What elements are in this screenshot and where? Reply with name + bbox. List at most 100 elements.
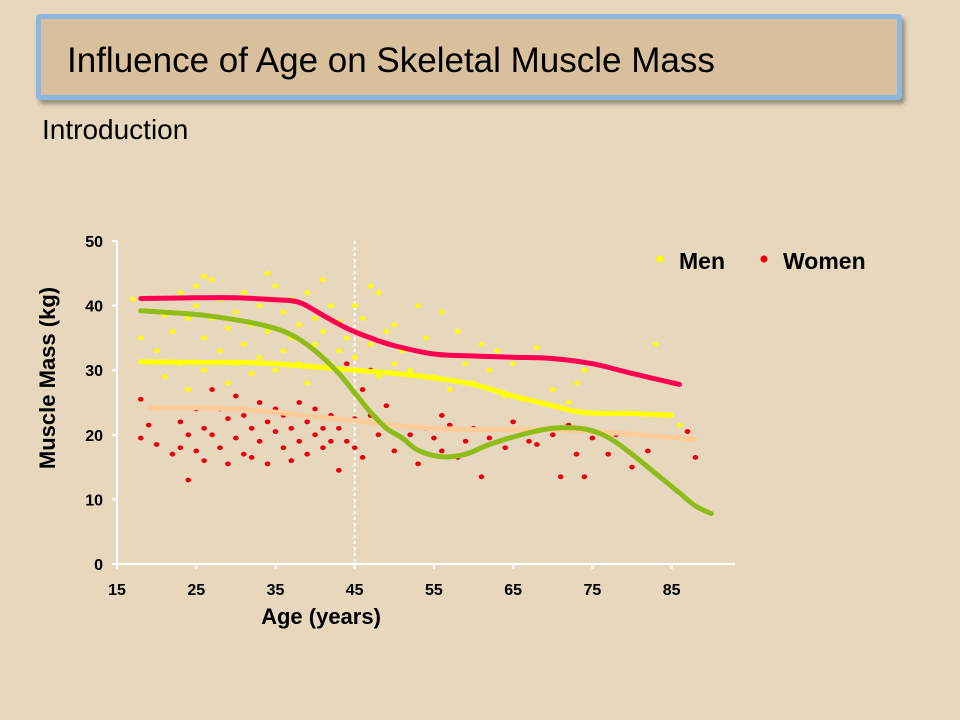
women-data-point bbox=[510, 419, 516, 425]
men-data-point bbox=[304, 290, 310, 296]
men-data-point bbox=[565, 400, 572, 405]
women-data-point bbox=[256, 400, 263, 405]
slide-title: Influence of Age on Skeletal Muscle Mass bbox=[67, 41, 715, 80]
women-data-point bbox=[280, 445, 287, 451]
women-data-point bbox=[185, 432, 192, 438]
women-data-point bbox=[225, 461, 231, 467]
men-data-point bbox=[391, 322, 398, 328]
men-data-point bbox=[415, 303, 421, 308]
women-data-point bbox=[288, 458, 295, 464]
x-axis-label: Age (years) bbox=[261, 604, 381, 629]
women-data-point bbox=[201, 425, 207, 431]
women-data-point bbox=[137, 435, 144, 441]
women-data-point bbox=[209, 432, 215, 438]
trend-line-1 bbox=[138, 295, 682, 387]
y-tick-label: 20 bbox=[85, 428, 103, 445]
men-data-point bbox=[375, 374, 382, 380]
men-data-point bbox=[280, 309, 287, 315]
women-data-point bbox=[209, 387, 215, 392]
men-data-point bbox=[391, 361, 398, 367]
women-data-point bbox=[256, 438, 263, 444]
title-banner: Influence of Age on Skeletal Muscle Mass bbox=[36, 14, 902, 100]
men-data-point bbox=[264, 329, 271, 334]
women-data-point bbox=[446, 422, 453, 428]
women-data-point bbox=[304, 451, 310, 457]
women-data-point bbox=[486, 435, 493, 441]
slide-subtitle: Introduction bbox=[42, 114, 189, 145]
x-tick-label: 55 bbox=[425, 582, 443, 599]
men-data-point bbox=[343, 335, 350, 341]
men-data-point bbox=[676, 422, 683, 428]
women-data-point bbox=[573, 451, 580, 457]
men-data-point bbox=[549, 387, 556, 392]
men-data-point bbox=[359, 316, 366, 321]
men-data-point bbox=[439, 309, 445, 315]
men-data-point bbox=[581, 367, 588, 373]
men-data-point bbox=[272, 283, 279, 289]
women-data-point bbox=[589, 435, 596, 441]
women-data-point bbox=[145, 422, 152, 428]
men-data-point bbox=[248, 371, 255, 376]
women-data-point bbox=[304, 419, 310, 425]
women-data-point bbox=[320, 445, 326, 451]
women-data-point bbox=[629, 464, 635, 470]
women-data-point bbox=[462, 438, 469, 444]
women-data-point bbox=[431, 435, 437, 441]
trend-line-3 bbox=[146, 405, 698, 442]
men-data-point bbox=[494, 348, 501, 354]
women-data-point bbox=[692, 455, 699, 460]
men-data-point bbox=[209, 277, 215, 283]
women-data-point bbox=[217, 445, 223, 451]
men-legend-label: Men bbox=[679, 248, 725, 274]
legend: Men Women bbox=[656, 248, 866, 274]
men-data-point bbox=[478, 341, 485, 347]
trend-lines bbox=[138, 295, 714, 517]
women-data-point bbox=[526, 438, 532, 444]
women-legend-marker bbox=[760, 255, 768, 263]
women-data-point bbox=[351, 445, 358, 451]
women-data-point bbox=[264, 419, 271, 425]
women-data-point bbox=[478, 474, 485, 480]
men-data-point bbox=[351, 354, 358, 360]
men-data-point bbox=[225, 380, 231, 386]
men-data-point bbox=[446, 387, 453, 392]
women-legend-label: Women bbox=[783, 248, 866, 274]
men-scatter-series bbox=[130, 270, 683, 428]
women-data-point bbox=[201, 458, 207, 464]
women-data-point bbox=[343, 438, 350, 444]
men-data-point bbox=[193, 303, 200, 308]
women-data-point bbox=[153, 442, 160, 447]
women-data-point bbox=[407, 432, 413, 438]
women-data-point bbox=[684, 429, 691, 434]
men-data-point bbox=[296, 322, 303, 328]
women-data-point bbox=[177, 445, 184, 451]
men-legend-marker bbox=[656, 255, 664, 263]
women-data-point bbox=[415, 461, 421, 467]
women-data-point bbox=[248, 455, 255, 460]
y-tick-label: 0 bbox=[94, 557, 103, 574]
y-tick-label: 30 bbox=[85, 363, 103, 380]
men-data-point bbox=[312, 341, 318, 347]
women-data-point bbox=[439, 448, 445, 454]
men-data-point bbox=[137, 335, 144, 341]
women-data-point bbox=[225, 416, 231, 422]
men-data-point bbox=[304, 380, 310, 386]
men-data-point bbox=[185, 316, 192, 321]
women-data-point bbox=[288, 425, 295, 431]
men-data-point bbox=[225, 325, 231, 331]
women-data-point bbox=[383, 403, 390, 409]
y-tick-label: 50 bbox=[85, 234, 103, 251]
men-data-point bbox=[233, 309, 239, 315]
women-data-point bbox=[193, 448, 200, 454]
men-data-point bbox=[462, 361, 469, 367]
men-data-point bbox=[367, 341, 374, 347]
women-data-point bbox=[391, 448, 398, 454]
women-data-point bbox=[296, 400, 303, 405]
women-data-point bbox=[336, 425, 342, 431]
women-data-point bbox=[557, 474, 564, 480]
trend-line-4 bbox=[138, 308, 714, 517]
men-data-point bbox=[320, 329, 326, 334]
men-data-point bbox=[573, 380, 580, 386]
men-data-point bbox=[201, 274, 207, 279]
men-data-point bbox=[407, 367, 413, 373]
